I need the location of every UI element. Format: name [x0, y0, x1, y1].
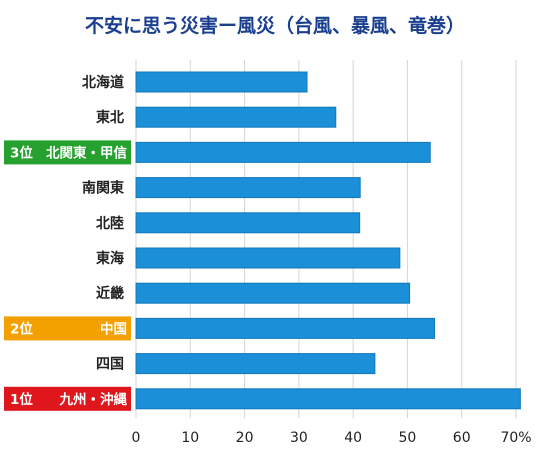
- x-tick-label: 50: [399, 430, 417, 446]
- rank-badge: [4, 316, 131, 341]
- bar: [135, 71, 308, 93]
- x-tick-label: 70%: [500, 430, 531, 446]
- bar: [135, 177, 361, 199]
- category-label: 九州・沖縄: [59, 391, 128, 408]
- category-label: 北海道: [82, 74, 124, 91]
- x-axis-ticks: 0 10 20 30 40 50 60 70%: [132, 430, 532, 446]
- bar: [135, 388, 521, 410]
- bar: [135, 282, 411, 304]
- rank-label: 2位: [10, 320, 33, 337]
- rank-label: 3位: [10, 144, 33, 161]
- rank-badge: [4, 386, 131, 411]
- bar: [135, 212, 361, 234]
- rank-label: 1位: [10, 391, 33, 408]
- bar: [135, 317, 436, 339]
- x-tick-label: 40: [344, 430, 362, 446]
- bar: [135, 141, 431, 163]
- x-tick-label: 0: [132, 430, 141, 446]
- x-tick-label: 20: [236, 430, 254, 446]
- category-label: 近畿: [96, 285, 124, 302]
- category-label: 東北: [96, 109, 124, 126]
- category-label: 北関東・甲信: [46, 144, 127, 161]
- bar: [135, 353, 376, 375]
- bar: [135, 247, 401, 269]
- bar: [135, 106, 337, 128]
- category-label: 北陸: [96, 215, 124, 232]
- category-label: 南関東: [82, 180, 124, 197]
- x-tick-label: 30: [290, 430, 308, 446]
- bars: [135, 71, 521, 410]
- category-label: 四国: [96, 357, 124, 373]
- x-tick-label: 10: [181, 430, 199, 446]
- category-label: 中国: [100, 320, 127, 337]
- rank-badge: [4, 140, 131, 165]
- category-label: 東海: [96, 250, 124, 267]
- chart-title: 不安に思う災害ー風災（台風、暴風、竜巻）: [85, 14, 465, 37]
- x-tick-label: 60: [453, 430, 471, 446]
